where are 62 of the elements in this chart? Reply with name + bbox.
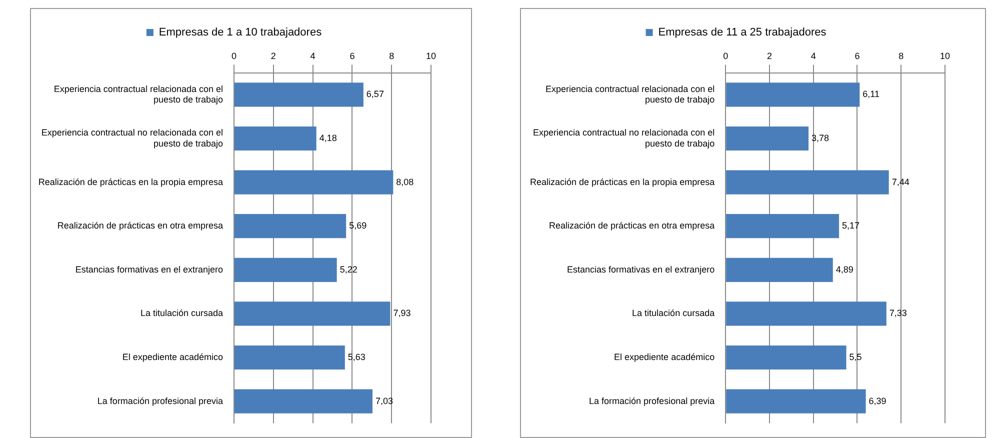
x-tick-label: 6 bbox=[854, 50, 860, 61]
x-tick-label: 0 bbox=[723, 50, 728, 61]
bar bbox=[726, 302, 886, 326]
data-label: 5,69 bbox=[349, 220, 367, 231]
x-tick-label: 6 bbox=[350, 50, 355, 61]
data-label: 5,5 bbox=[849, 352, 862, 362]
x-tick-label: 10 bbox=[426, 50, 436, 61]
data-label: 7,03 bbox=[375, 396, 394, 406]
bar bbox=[234, 170, 394, 194]
bar bbox=[234, 82, 364, 107]
bar bbox=[234, 214, 346, 238]
y-tick-label: Experiencia contractual relacionada con el puesto de trabajo bbox=[545, 84, 715, 105]
bar bbox=[234, 389, 372, 414]
data-label: 6,11 bbox=[862, 89, 880, 100]
bar bbox=[726, 126, 809, 151]
bar bbox=[234, 258, 337, 282]
data-label: 5,63 bbox=[348, 352, 366, 362]
data-label: 7,93 bbox=[393, 308, 411, 318]
bar bbox=[726, 82, 860, 107]
bar bbox=[726, 258, 833, 282]
x-tick-label: 2 bbox=[766, 50, 772, 61]
y-tick-label: Realización de prácticas en la propia empresa bbox=[38, 176, 223, 187]
bar bbox=[726, 170, 889, 194]
y-tick-label: Realización de prácticas en otra empresa bbox=[549, 220, 715, 231]
x-tick-label: 4 bbox=[810, 50, 816, 61]
bar bbox=[234, 126, 316, 151]
x-tick-label: 0 bbox=[231, 50, 237, 61]
bar bbox=[726, 214, 840, 238]
data-label: 3,78 bbox=[812, 132, 830, 143]
legend-label: Empresas de 11 a 25 trabajadores bbox=[658, 26, 827, 39]
data-label: 8,08 bbox=[396, 176, 414, 187]
x-tick-label: 4 bbox=[310, 50, 316, 61]
y-tick-label: El expediente académico bbox=[614, 352, 715, 362]
y-tick-label: La formación profesional previa bbox=[97, 396, 223, 406]
bar bbox=[726, 345, 846, 370]
y-tick-label: Experiencia contractual no relacionada con el puesto de trabajo bbox=[41, 128, 223, 148]
y-tick-label: La titulación cursada bbox=[632, 308, 715, 318]
data-label: 7,44 bbox=[892, 176, 910, 187]
x-tick-label: 8 bbox=[389, 50, 394, 61]
data-label: 5,17 bbox=[842, 220, 860, 231]
y-tick-label: El expediente académico bbox=[122, 352, 223, 362]
y-tick-label: Experiencia contractual relacionada con el puesto de trabajo bbox=[54, 84, 223, 105]
data-label: 4,89 bbox=[836, 264, 854, 274]
x-tick-label: 2 bbox=[270, 50, 276, 61]
legend-label: Empresas de 1 a 10 trabajadores bbox=[158, 26, 322, 39]
bar bbox=[234, 345, 345, 370]
data-label: 6,39 bbox=[868, 396, 886, 406]
y-tick-label: Experiencia contractual no relacionada con el puesto de trabajo bbox=[532, 128, 715, 148]
data-label: 4,18 bbox=[319, 132, 337, 143]
y-tick-label: Estancias formativas en el extranjero bbox=[75, 264, 223, 274]
y-tick-label: La formación profesional previa bbox=[589, 396, 715, 406]
data-label: 7,33 bbox=[889, 308, 907, 318]
y-tick-label: Estancias formativas en el extranjero bbox=[567, 264, 715, 274]
x-tick-label: 8 bbox=[898, 50, 904, 61]
data-label: 5,22 bbox=[340, 264, 358, 274]
bar bbox=[726, 389, 866, 414]
bar bbox=[234, 302, 390, 326]
x-tick-label: 10 bbox=[940, 50, 950, 61]
y-tick-label: Realización de prácticas en otra empresa bbox=[57, 220, 223, 231]
data-label: 6,57 bbox=[366, 89, 384, 100]
y-tick-label: La titulación cursada bbox=[140, 308, 223, 318]
y-tick-label: Realización de prácticas en la propia empresa bbox=[530, 176, 715, 187]
